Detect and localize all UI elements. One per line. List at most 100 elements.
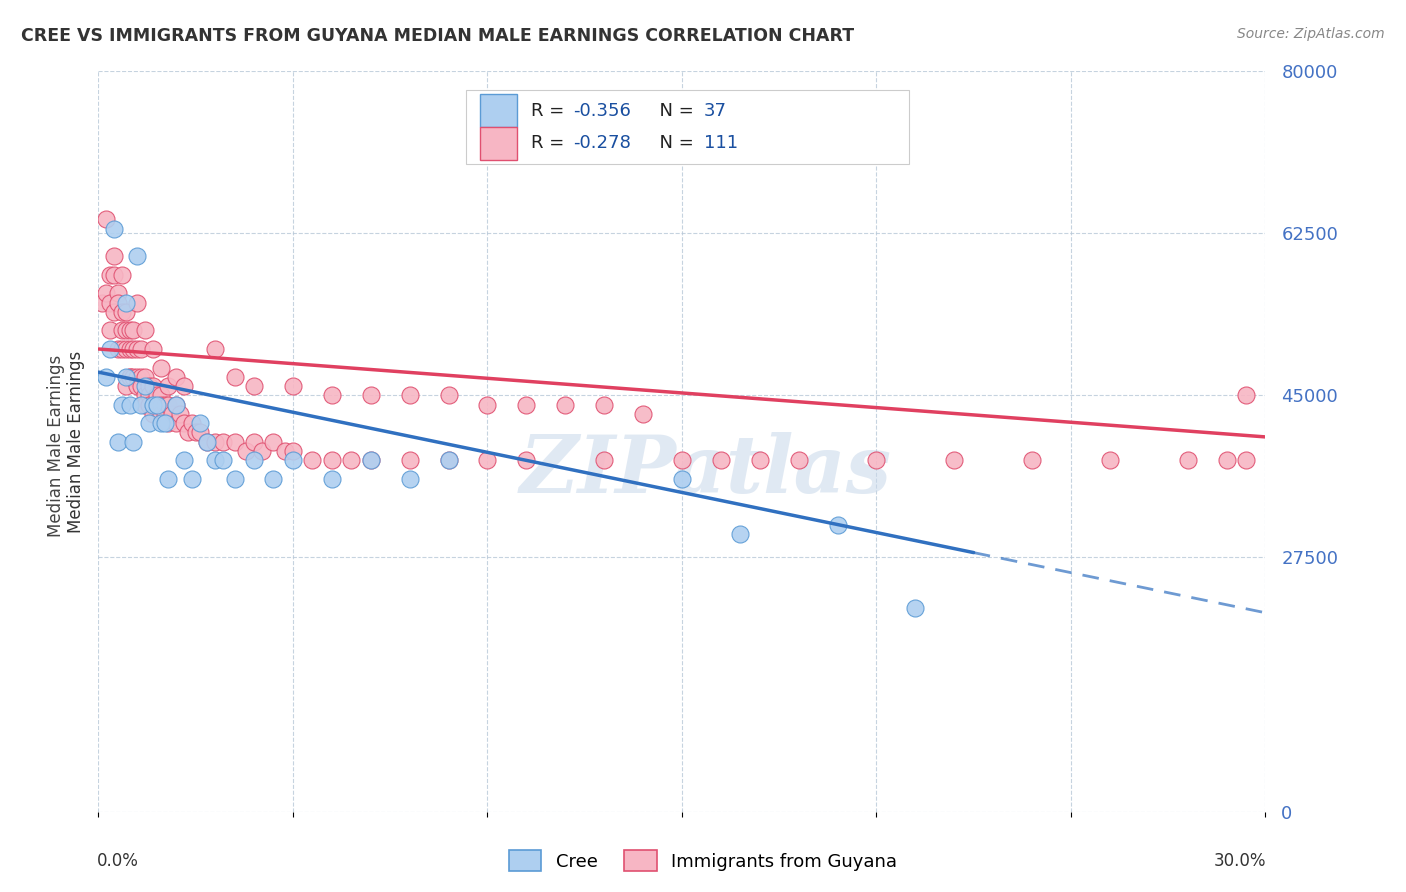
Point — [157, 471, 180, 485]
Point — [398, 388, 420, 402]
Point — [593, 453, 616, 467]
Point — [165, 416, 187, 430]
Point — [103, 250, 125, 264]
Point — [122, 434, 145, 449]
Point — [107, 434, 129, 449]
Point — [149, 398, 172, 412]
Point — [321, 388, 343, 402]
Point — [321, 471, 343, 485]
Text: 30.0%: 30.0% — [1213, 853, 1267, 871]
Point — [184, 425, 207, 440]
Point — [103, 305, 125, 319]
Point — [360, 453, 382, 467]
Point — [98, 268, 121, 282]
Point — [730, 527, 752, 541]
Point — [111, 324, 134, 338]
Text: -0.356: -0.356 — [574, 102, 631, 120]
Point — [173, 416, 195, 430]
Point — [142, 398, 165, 412]
Point — [671, 453, 693, 467]
Point — [165, 398, 187, 412]
Text: 0.0%: 0.0% — [97, 853, 139, 871]
Point — [111, 398, 134, 412]
Point — [212, 453, 235, 467]
Point — [1177, 453, 1199, 467]
Point — [235, 443, 257, 458]
Point — [1098, 453, 1121, 467]
Point — [134, 324, 156, 338]
Text: R =: R = — [531, 102, 571, 120]
Text: Source: ZipAtlas.com: Source: ZipAtlas.com — [1237, 27, 1385, 41]
Point — [340, 453, 363, 467]
Point — [169, 407, 191, 421]
Point — [195, 434, 218, 449]
Point — [224, 471, 246, 485]
FancyBboxPatch shape — [479, 127, 517, 160]
Point — [127, 369, 149, 384]
Point — [204, 342, 226, 356]
Point — [129, 369, 152, 384]
Point — [149, 388, 172, 402]
Point — [165, 369, 187, 384]
Point — [129, 342, 152, 356]
Point — [134, 388, 156, 402]
Point — [157, 398, 180, 412]
Point — [118, 398, 141, 412]
Point — [515, 453, 537, 467]
Text: ZIPatlas: ZIPatlas — [519, 433, 891, 510]
Point — [360, 388, 382, 402]
Point — [188, 416, 211, 430]
Point — [281, 443, 304, 458]
Point — [631, 407, 654, 421]
Point — [477, 453, 499, 467]
Point — [142, 379, 165, 393]
Point — [301, 453, 323, 467]
Point — [122, 342, 145, 356]
Point — [134, 369, 156, 384]
Point — [437, 453, 460, 467]
Point — [162, 407, 184, 421]
Point — [943, 453, 966, 467]
Point — [103, 268, 125, 282]
Text: N =: N = — [648, 134, 700, 153]
Point — [593, 398, 616, 412]
Point — [250, 443, 273, 458]
Point — [107, 286, 129, 301]
Point — [224, 369, 246, 384]
Point — [118, 324, 141, 338]
Point — [127, 295, 149, 310]
Point — [865, 453, 887, 467]
FancyBboxPatch shape — [479, 94, 517, 128]
Point — [1215, 453, 1237, 467]
Point — [1234, 453, 1257, 467]
Point — [111, 342, 134, 356]
Point — [173, 453, 195, 467]
Point — [111, 268, 134, 282]
Point — [114, 342, 136, 356]
Point — [146, 398, 169, 412]
Point — [1234, 388, 1257, 402]
Point — [554, 398, 576, 412]
Point — [98, 295, 121, 310]
Point — [107, 295, 129, 310]
Point — [149, 360, 172, 375]
Point — [180, 416, 202, 430]
Text: 37: 37 — [704, 102, 727, 120]
Point — [142, 398, 165, 412]
Point — [360, 453, 382, 467]
Point — [748, 453, 770, 467]
Text: Median Male Earnings: Median Male Earnings — [48, 355, 65, 537]
Point — [157, 379, 180, 393]
Point — [243, 453, 266, 467]
Point — [127, 250, 149, 264]
Point — [114, 324, 136, 338]
Point — [146, 388, 169, 402]
Point — [787, 453, 810, 467]
Point — [212, 434, 235, 449]
Point — [153, 416, 176, 430]
Point — [91, 295, 114, 310]
Point — [204, 434, 226, 449]
Text: -0.278: -0.278 — [574, 134, 631, 153]
Point — [153, 407, 176, 421]
Point — [138, 398, 160, 412]
